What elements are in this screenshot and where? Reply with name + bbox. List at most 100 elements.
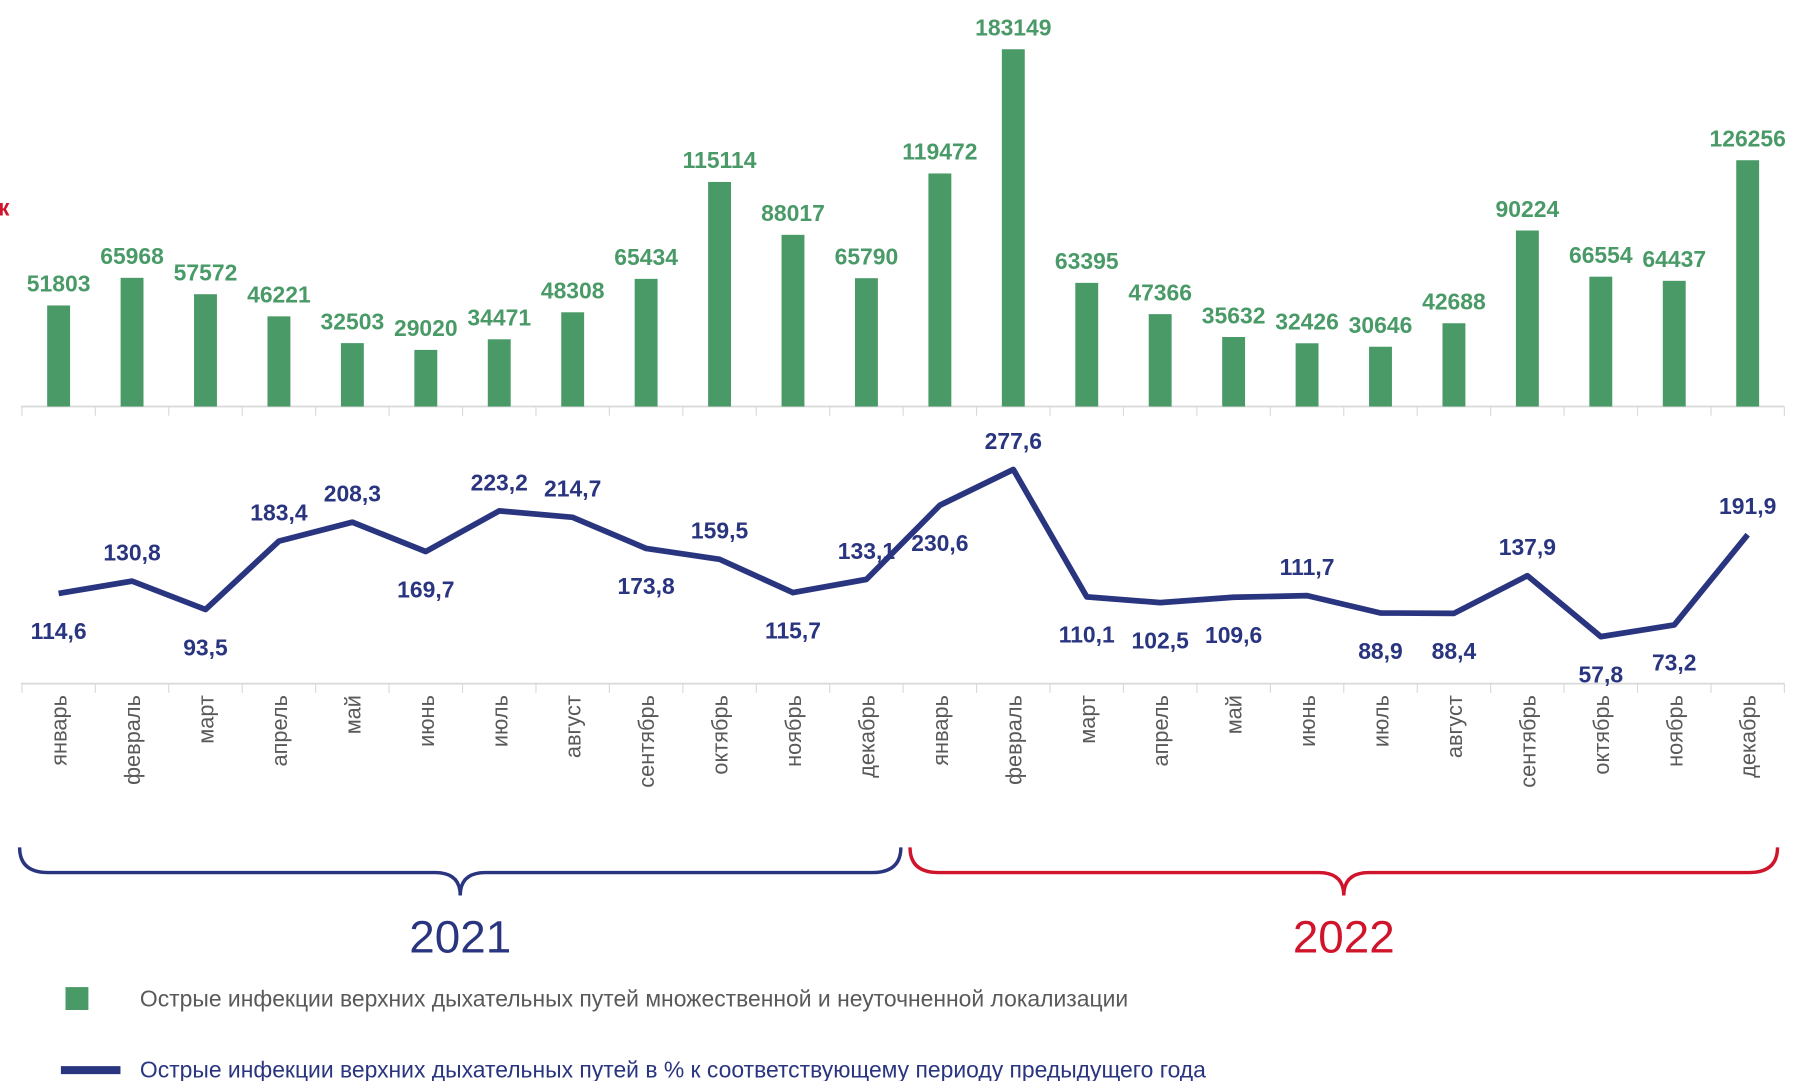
bar <box>561 312 585 407</box>
bar <box>1001 49 1025 407</box>
bar <box>1222 337 1246 407</box>
x-tick-label: март <box>1075 695 1100 744</box>
data-label: 57,8 <box>1579 661 1624 687</box>
data-label: 214,7 <box>544 476 601 502</box>
bar <box>1295 343 1319 407</box>
x-tick-label: сентябрь <box>1515 695 1540 788</box>
data-label: 169,7 <box>397 576 454 602</box>
data-label: 90224 <box>1496 196 1560 222</box>
legend-label: Острые инфекции верхних дыхательных путе… <box>140 1057 1206 1081</box>
data-label: 65434 <box>614 244 678 270</box>
legend-swatch <box>60 1066 121 1075</box>
x-tick-label: октябрь <box>1589 695 1614 774</box>
x-tick-label: июль <box>1369 695 1394 747</box>
line <box>58 466 1750 640</box>
group-label: 2021 <box>409 912 511 963</box>
data-label: 88017 <box>761 200 825 226</box>
bar <box>1075 282 1099 407</box>
x-tick-label: январь <box>928 695 953 766</box>
data-label: 183149 <box>975 14 1051 40</box>
x-tick-label: июль <box>487 695 512 747</box>
data-label: 277,6 <box>985 428 1042 454</box>
data-label: 126256 <box>1709 125 1785 151</box>
data-label: 46221 <box>247 282 311 308</box>
data-label: 93,5 <box>183 634 228 660</box>
x-tick-label: июнь <box>1295 695 1320 747</box>
x-tick-label: апрель <box>1148 695 1173 766</box>
x-tick-label: август <box>1442 695 1467 758</box>
data-label: 32426 <box>1275 309 1339 335</box>
data-label: 51803 <box>27 271 91 297</box>
data-label: 73,2 <box>1652 650 1697 676</box>
bar <box>340 343 364 407</box>
legend-label: Острые инфекции верхних дыхательных путе… <box>140 986 1128 1012</box>
data-label: 47366 <box>1128 279 1192 305</box>
x-tick-label: декабрь <box>854 695 879 778</box>
data-label: 159,5 <box>691 518 749 544</box>
data-label: 64437 <box>1642 246 1706 272</box>
data-label: 114,6 <box>31 618 87 644</box>
data-label: 32503 <box>321 308 385 334</box>
data-label: 29020 <box>394 315 458 341</box>
bar <box>487 339 511 407</box>
x-tick-label: ноябрь <box>781 695 806 767</box>
data-label: 109,6 <box>1205 622 1262 648</box>
group-label: 2022 <box>1293 912 1395 963</box>
bar <box>414 349 438 407</box>
brace <box>908 847 1780 896</box>
legend-swatch <box>65 987 89 1011</box>
x-tick-label: декабрь <box>1736 695 1761 778</box>
x-tick-label: февраль <box>1001 695 1026 785</box>
data-label: 191,9 <box>1719 493 1776 519</box>
bar <box>1736 160 1760 407</box>
x-tick-label: апрель <box>267 695 292 766</box>
data-label: 34471 <box>467 305 531 331</box>
bar <box>1442 323 1466 407</box>
data-label: 65968 <box>100 243 164 269</box>
bar <box>708 181 732 407</box>
bar <box>267 316 291 407</box>
x-tick-label: май <box>340 695 365 734</box>
data-label: 30646 <box>1349 312 1413 338</box>
data-label: 133,1 <box>838 538 896 564</box>
data-label: 223,2 <box>471 469 528 495</box>
data-label: 119472 <box>902 139 977 165</box>
bar <box>47 305 71 407</box>
bar <box>1369 346 1392 407</box>
data-label: 42688 <box>1422 289 1486 315</box>
brace <box>17 847 903 896</box>
data-label: 230,6 <box>911 530 968 556</box>
bar <box>928 173 952 407</box>
data-label: 88,9 <box>1358 638 1403 664</box>
x-tick-label: ноябрь <box>1662 695 1687 767</box>
x-tick-label: январь <box>47 695 72 766</box>
data-label: 110,1 <box>1059 622 1115 648</box>
x-tick-label: сентябрь <box>634 695 659 788</box>
data-label: 63395 <box>1055 248 1119 274</box>
bar <box>1589 276 1613 407</box>
data-label: 57572 <box>174 259 238 285</box>
data-label: 115,7 <box>765 617 821 643</box>
bar <box>854 278 878 407</box>
bar <box>120 277 144 407</box>
bar <box>1515 230 1539 407</box>
data-label: 102,5 <box>1132 627 1190 653</box>
annotation: к <box>0 194 10 220</box>
bar <box>634 278 658 407</box>
x-tick-label: май <box>1222 695 1247 734</box>
data-label: 66554 <box>1569 242 1633 268</box>
data-label: 137,9 <box>1499 534 1556 560</box>
bar <box>194 294 217 407</box>
bar <box>1148 314 1172 407</box>
bar <box>1662 280 1686 407</box>
data-label: 173,8 <box>617 573 675 599</box>
x-tick-label: март <box>194 695 219 744</box>
data-label: 65790 <box>835 243 899 269</box>
x-tick-label: август <box>561 695 586 758</box>
data-label: 208,3 <box>324 481 381 507</box>
data-label: 88,4 <box>1432 638 1477 664</box>
x-tick-label: июнь <box>414 695 439 747</box>
bar <box>781 234 805 407</box>
x-tick-label: февраль <box>120 695 145 785</box>
